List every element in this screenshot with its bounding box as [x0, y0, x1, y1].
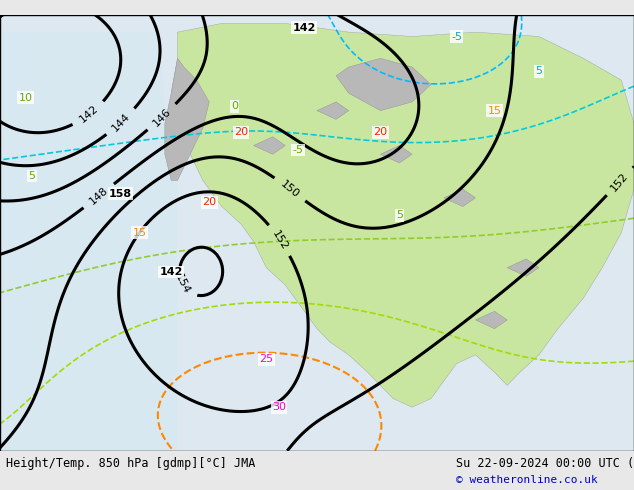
Text: 20: 20	[373, 127, 387, 138]
Polygon shape	[171, 24, 634, 407]
Text: 20: 20	[202, 197, 216, 207]
Text: 142: 142	[293, 23, 316, 33]
Text: 146: 146	[151, 106, 172, 128]
Text: -5: -5	[292, 145, 304, 155]
Polygon shape	[165, 58, 209, 180]
Text: 15: 15	[488, 106, 501, 116]
Polygon shape	[336, 58, 431, 111]
Polygon shape	[380, 146, 412, 163]
Text: 5: 5	[28, 171, 36, 181]
Text: 158: 158	[109, 189, 132, 198]
Text: 144: 144	[110, 111, 132, 133]
Text: 0: 0	[231, 101, 238, 111]
Text: 30: 30	[272, 402, 286, 412]
Polygon shape	[507, 259, 539, 276]
Text: 142: 142	[160, 267, 183, 277]
Polygon shape	[444, 189, 476, 207]
Text: 25: 25	[259, 354, 273, 364]
Text: 20: 20	[234, 127, 248, 138]
Text: 10: 10	[18, 93, 32, 102]
Polygon shape	[476, 311, 507, 329]
Text: 154: 154	[173, 272, 191, 295]
Text: 152: 152	[270, 228, 290, 252]
Text: 152: 152	[609, 170, 630, 193]
Text: Height/Temp. 850 hPa [gdmp][°C] JMA: Height/Temp. 850 hPa [gdmp][°C] JMA	[6, 457, 256, 470]
Text: © weatheronline.co.uk: © weatheronline.co.uk	[456, 475, 598, 485]
Text: Su 22-09-2024 00:00 UTC (00+24): Su 22-09-2024 00:00 UTC (00+24)	[456, 457, 634, 470]
Text: 15: 15	[133, 228, 146, 238]
Text: 150: 150	[279, 179, 301, 200]
Polygon shape	[254, 137, 285, 154]
Polygon shape	[0, 32, 178, 451]
Text: 5: 5	[396, 210, 403, 221]
Text: -5: -5	[451, 31, 462, 42]
Text: 142: 142	[78, 103, 101, 125]
Text: 148: 148	[87, 185, 110, 207]
Polygon shape	[317, 102, 349, 120]
Text: 5: 5	[535, 66, 543, 76]
